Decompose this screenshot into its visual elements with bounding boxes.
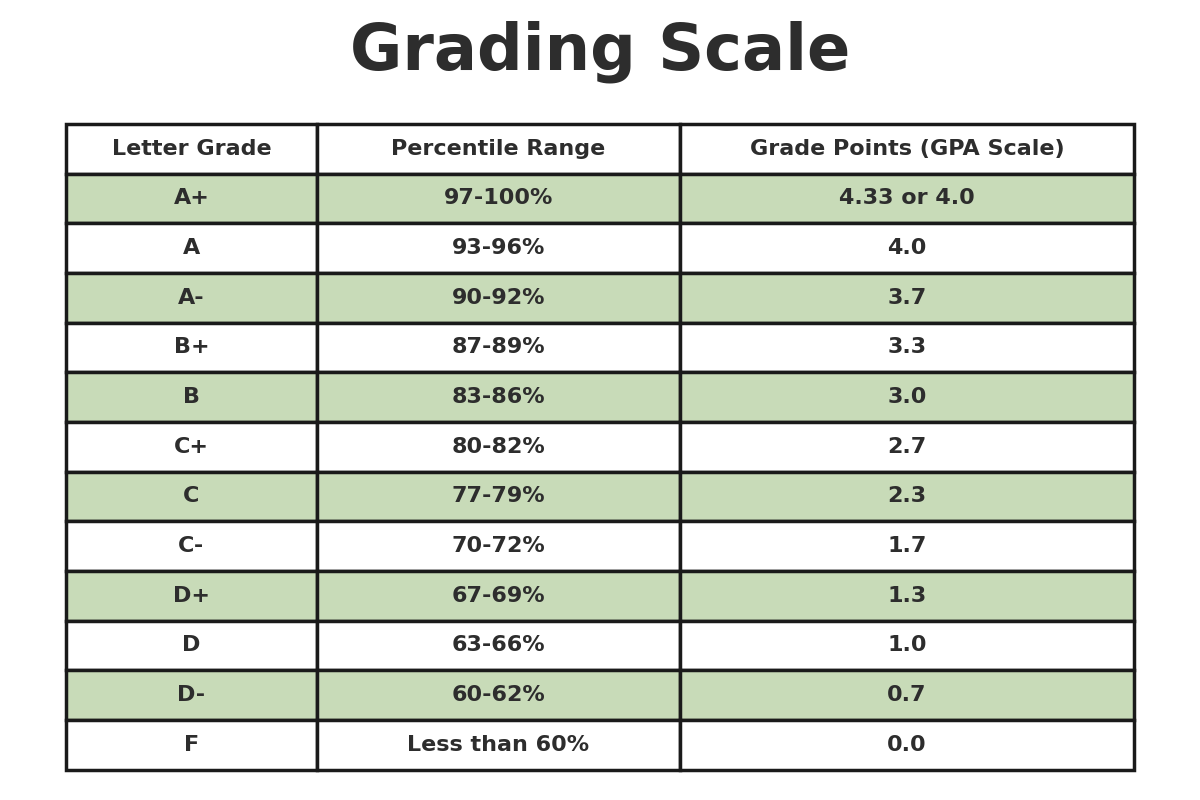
Text: 87-89%: 87-89% (451, 338, 545, 358)
Text: 0.0: 0.0 (887, 734, 926, 754)
Text: 77-79%: 77-79% (451, 486, 545, 506)
Text: 1.0: 1.0 (887, 635, 926, 655)
Text: 67-69%: 67-69% (451, 586, 545, 606)
Text: Grade Points (GPA Scale): Grade Points (GPA Scale) (750, 139, 1064, 159)
Text: C-: C- (179, 536, 205, 556)
Text: F: F (184, 734, 199, 754)
Text: 2.7: 2.7 (888, 437, 926, 457)
Text: 83-86%: 83-86% (451, 387, 545, 407)
Text: 2.3: 2.3 (888, 486, 926, 506)
Text: 4.33 or 4.0: 4.33 or 4.0 (839, 189, 974, 209)
Text: 0.7: 0.7 (887, 685, 926, 705)
Text: 3.0: 3.0 (887, 387, 926, 407)
Text: 3.7: 3.7 (888, 288, 926, 308)
Text: 93-96%: 93-96% (452, 238, 545, 258)
Text: B: B (182, 387, 200, 407)
Text: 3.3: 3.3 (888, 338, 926, 358)
Text: C: C (184, 486, 199, 506)
Text: D: D (182, 635, 200, 655)
Text: 80-82%: 80-82% (451, 437, 546, 457)
Text: B+: B+ (174, 338, 209, 358)
Text: Letter Grade: Letter Grade (112, 139, 271, 159)
Text: 63-66%: 63-66% (451, 635, 545, 655)
Text: Less than 60%: Less than 60% (408, 734, 589, 754)
Text: 1.3: 1.3 (888, 586, 926, 606)
Text: A+: A+ (174, 189, 210, 209)
Text: 97-100%: 97-100% (444, 189, 553, 209)
Text: 4.0: 4.0 (887, 238, 926, 258)
Text: A-: A- (178, 288, 205, 308)
Text: C+: C+ (174, 437, 209, 457)
Text: Percentile Range: Percentile Range (391, 139, 606, 159)
Text: 90-92%: 90-92% (451, 288, 545, 308)
Text: Grading Scale: Grading Scale (350, 21, 850, 83)
Text: D+: D+ (173, 586, 210, 606)
Text: 70-72%: 70-72% (451, 536, 546, 556)
Text: D-: D- (178, 685, 205, 705)
Text: A: A (182, 238, 200, 258)
Text: 60-62%: 60-62% (451, 685, 546, 705)
Text: 1.7: 1.7 (887, 536, 926, 556)
